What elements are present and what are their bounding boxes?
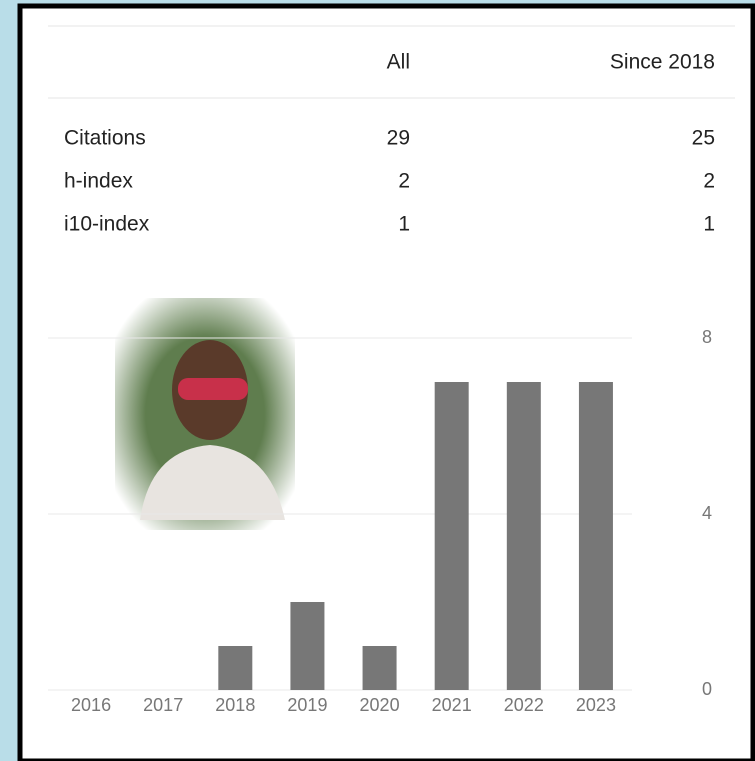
x-tick-label: 2016 bbox=[71, 695, 111, 715]
cell-value: 2 bbox=[398, 170, 410, 193]
bar bbox=[362, 646, 397, 690]
cell-value: 1 bbox=[703, 213, 715, 236]
cell-value: 1 bbox=[398, 213, 410, 236]
x-tick-label: 2020 bbox=[360, 695, 400, 715]
x-tick-label: 2017 bbox=[143, 695, 183, 715]
cell-value: 25 bbox=[692, 127, 715, 150]
column-header: Since 2018 bbox=[610, 51, 715, 74]
x-tick-label: 2023 bbox=[576, 695, 616, 715]
y-tick-label: 0 bbox=[702, 679, 712, 699]
cell-value: 29 bbox=[387, 127, 410, 150]
bar bbox=[578, 382, 613, 690]
row-label: Citations bbox=[64, 127, 146, 150]
bar bbox=[290, 602, 325, 690]
x-tick-label: 2021 bbox=[432, 695, 472, 715]
column-header: All bbox=[387, 51, 410, 74]
y-tick-label: 4 bbox=[702, 503, 712, 523]
bar bbox=[506, 382, 541, 690]
y-tick-label: 8 bbox=[702, 327, 712, 347]
x-tick-label: 2022 bbox=[504, 695, 544, 715]
x-tick-label: 2018 bbox=[215, 695, 255, 715]
row-label: i10-index bbox=[64, 213, 150, 236]
x-tick-label: 2019 bbox=[287, 695, 327, 715]
bar bbox=[218, 646, 253, 690]
cell-value: 2 bbox=[703, 170, 715, 193]
bar bbox=[434, 382, 469, 690]
profile-photo bbox=[115, 298, 295, 530]
row-label: h-index bbox=[64, 170, 133, 193]
